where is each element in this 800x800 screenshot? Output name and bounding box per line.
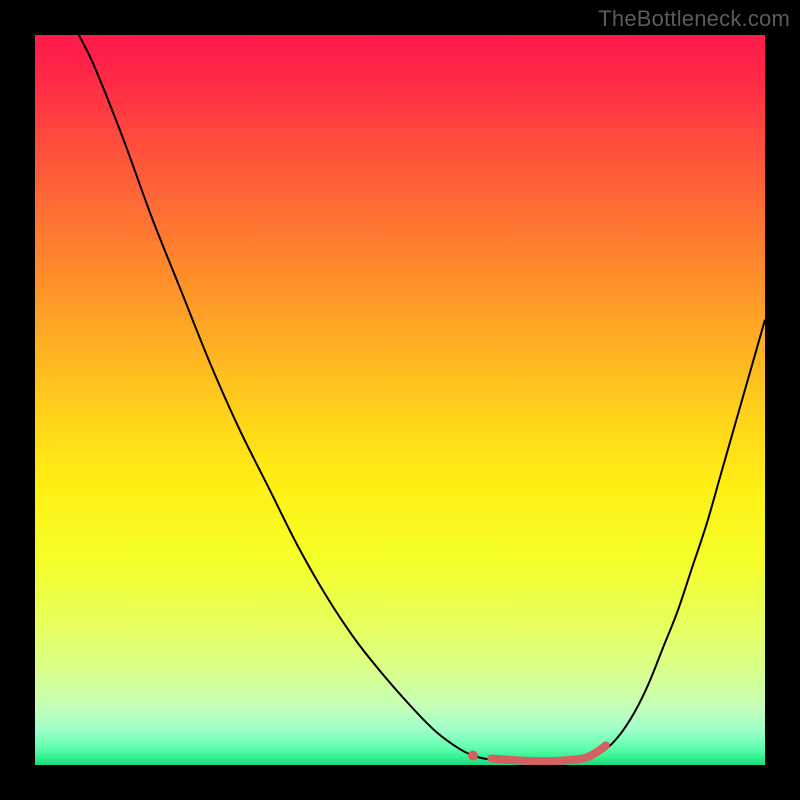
watermark-text: TheBottleneck.com [598,6,790,32]
bottleneck-chart [0,0,800,800]
gradient-background [35,35,765,765]
optimal-point-marker [468,751,478,761]
chart-canvas: TheBottleneck.com [0,0,800,800]
